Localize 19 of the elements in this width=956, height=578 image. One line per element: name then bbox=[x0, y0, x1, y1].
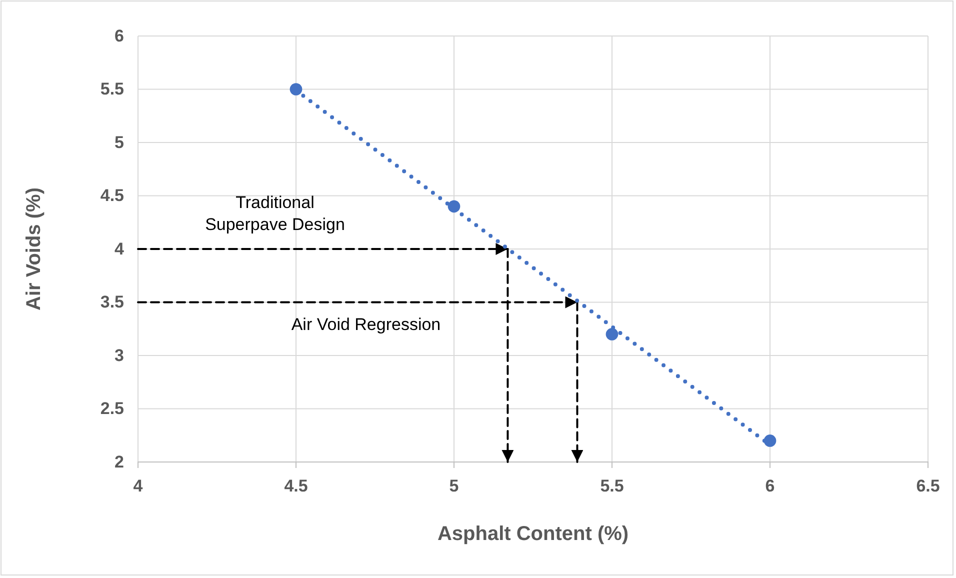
x-tick-label: 6 bbox=[765, 476, 775, 496]
y-tick-label: 4.5 bbox=[100, 186, 124, 206]
y-tick-label: 3.5 bbox=[100, 292, 124, 312]
x-tick-label: 5 bbox=[449, 476, 459, 496]
y-axis-title: Air Voids (%) bbox=[23, 188, 45, 310]
y-tick-label: 2.5 bbox=[100, 399, 124, 418]
x-tick-label: 4.5 bbox=[284, 476, 308, 496]
x-tick-label: 4 bbox=[133, 476, 144, 496]
y-tick-label: 5.5 bbox=[100, 80, 124, 99]
y-tick-label: 3 bbox=[114, 346, 124, 365]
y-tick-label: 5 bbox=[114, 132, 124, 152]
y-tick-label: 6 bbox=[114, 26, 124, 46]
x-axis-title: Asphalt Content (%) bbox=[437, 523, 629, 545]
annotation: Traditional Superpave Design bbox=[205, 193, 345, 234]
y-tick-label: 2 bbox=[114, 452, 124, 472]
x-tick-label: 6.5 bbox=[916, 476, 940, 496]
y-tick-label: 4 bbox=[114, 239, 125, 258]
x-tick-label: 5.5 bbox=[600, 476, 624, 496]
annotation: Air Void Regression bbox=[291, 315, 441, 334]
